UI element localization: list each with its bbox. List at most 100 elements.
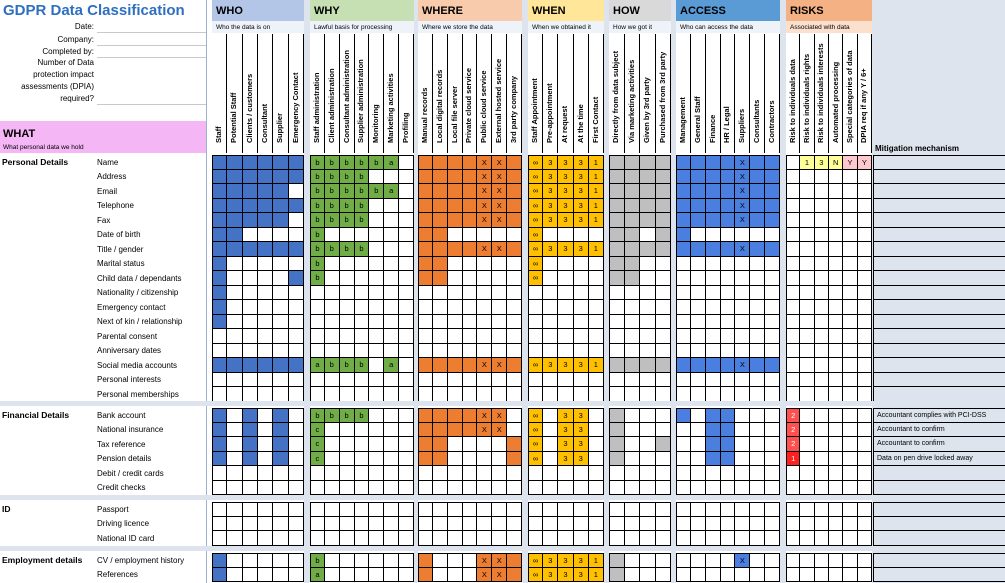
grid-cell[interactable] bbox=[354, 466, 370, 481]
grid-cell[interactable] bbox=[558, 256, 574, 271]
grid-cell[interactable] bbox=[528, 285, 544, 300]
grid-cell[interactable] bbox=[418, 408, 433, 423]
grid-cell[interactable] bbox=[432, 466, 448, 481]
grid-cell[interactable] bbox=[609, 372, 625, 387]
grid-cell[interactable] bbox=[324, 451, 340, 466]
grid-cell[interactable] bbox=[624, 285, 640, 300]
grid-cell[interactable] bbox=[857, 169, 872, 184]
grid-cell[interactable] bbox=[558, 314, 574, 329]
grid-cell[interactable]: X bbox=[477, 422, 493, 437]
grid-cell[interactable] bbox=[720, 242, 736, 257]
grid-cell[interactable] bbox=[690, 358, 706, 373]
grid-cell[interactable] bbox=[558, 271, 574, 286]
grid-cell[interactable] bbox=[507, 466, 522, 481]
grid-cell[interactable] bbox=[507, 329, 522, 344]
grid-cell[interactable] bbox=[655, 329, 671, 344]
grid-cell[interactable] bbox=[273, 343, 289, 358]
grid-cell[interactable] bbox=[624, 169, 640, 184]
grid-cell[interactable] bbox=[765, 553, 780, 568]
grid-cell[interactable] bbox=[857, 329, 872, 344]
grid-cell[interactable] bbox=[384, 466, 400, 481]
mitigation-cell[interactable] bbox=[873, 242, 1005, 257]
grid-cell[interactable] bbox=[447, 271, 463, 286]
grid-cell[interactable] bbox=[765, 408, 780, 423]
grid-cell[interactable] bbox=[800, 516, 815, 531]
grid-cell[interactable] bbox=[558, 387, 574, 402]
grid-cell[interactable] bbox=[750, 437, 766, 452]
grid-cell[interactable] bbox=[624, 213, 640, 228]
grid-cell[interactable] bbox=[339, 466, 355, 481]
grid-cell[interactable] bbox=[573, 466, 589, 481]
grid-cell[interactable]: c bbox=[310, 437, 325, 452]
grid-cell[interactable] bbox=[258, 329, 274, 344]
grid-cell[interactable] bbox=[462, 480, 478, 495]
grid-cell[interactable] bbox=[624, 329, 640, 344]
mitigation-cell[interactable] bbox=[873, 329, 1005, 344]
grid-cell[interactable]: 3 bbox=[558, 451, 574, 466]
grid-cell[interactable]: 3 bbox=[558, 155, 574, 170]
grid-cell[interactable] bbox=[492, 387, 508, 402]
grid-cell[interactable] bbox=[573, 314, 589, 329]
grid-cell[interactable] bbox=[288, 516, 304, 531]
grid-cell[interactable] bbox=[242, 408, 258, 423]
grid-cell[interactable] bbox=[690, 372, 706, 387]
grid-cell[interactable] bbox=[765, 387, 780, 402]
grid-cell[interactable] bbox=[543, 329, 559, 344]
grid-cell[interactable] bbox=[640, 437, 656, 452]
grid-cell[interactable] bbox=[354, 343, 370, 358]
grid-cell[interactable] bbox=[462, 531, 478, 546]
grid-cell[interactable]: 3 bbox=[558, 422, 574, 437]
grid-cell[interactable]: 3 bbox=[543, 213, 559, 228]
grid-cell[interactable] bbox=[676, 314, 691, 329]
grid-cell[interactable] bbox=[735, 372, 751, 387]
grid-cell[interactable] bbox=[310, 314, 325, 329]
grid-cell[interactable] bbox=[800, 256, 815, 271]
grid-cell[interactable]: b bbox=[324, 358, 340, 373]
grid-cell[interactable] bbox=[447, 451, 463, 466]
grid-cell[interactable] bbox=[258, 343, 274, 358]
grid-cell[interactable]: X bbox=[735, 198, 751, 213]
grid-cell[interactable] bbox=[212, 387, 228, 402]
grid-cell[interactable]: b bbox=[339, 198, 355, 213]
grid-cell[interactable] bbox=[242, 184, 258, 199]
grid-cell[interactable] bbox=[288, 437, 304, 452]
mitigation-cell[interactable] bbox=[873, 227, 1005, 242]
grid-cell[interactable] bbox=[690, 184, 706, 199]
grid-cell[interactable] bbox=[288, 480, 304, 495]
grid-cell[interactable] bbox=[800, 372, 815, 387]
grid-cell[interactable] bbox=[212, 437, 228, 452]
grid-cell[interactable]: b bbox=[369, 155, 385, 170]
grid-cell[interactable] bbox=[640, 567, 656, 582]
grid-cell[interactable] bbox=[447, 567, 463, 582]
grid-cell[interactable]: 3 bbox=[558, 169, 574, 184]
grid-cell[interactable] bbox=[765, 256, 780, 271]
grid-cell[interactable] bbox=[258, 314, 274, 329]
grid-cell[interactable] bbox=[829, 516, 844, 531]
grid-cell[interactable] bbox=[242, 285, 258, 300]
grid-cell[interactable] bbox=[288, 285, 304, 300]
grid-cell[interactable] bbox=[418, 516, 433, 531]
grid-cell[interactable] bbox=[640, 422, 656, 437]
grid-cell[interactable] bbox=[705, 480, 721, 495]
grid-cell[interactable] bbox=[492, 343, 508, 358]
grid-cell[interactable]: 1 bbox=[588, 198, 604, 213]
grid-cell[interactable] bbox=[447, 422, 463, 437]
grid-cell[interactable] bbox=[843, 502, 858, 517]
grid-cell[interactable] bbox=[273, 256, 289, 271]
grid-cell[interactable] bbox=[273, 213, 289, 228]
grid-cell[interactable] bbox=[720, 466, 736, 481]
grid-cell[interactable]: ∞ bbox=[528, 553, 544, 568]
grid-cell[interactable] bbox=[750, 184, 766, 199]
grid-cell[interactable]: 3 bbox=[573, 242, 589, 257]
grid-cell[interactable] bbox=[705, 422, 721, 437]
grid-cell[interactable] bbox=[354, 422, 370, 437]
grid-cell[interactable] bbox=[339, 256, 355, 271]
grid-cell[interactable] bbox=[288, 329, 304, 344]
grid-cell[interactable] bbox=[507, 502, 522, 517]
grid-cell[interactable] bbox=[609, 213, 625, 228]
mitigation-cell[interactable] bbox=[873, 271, 1005, 286]
grid-cell[interactable] bbox=[258, 531, 274, 546]
grid-cell[interactable] bbox=[462, 169, 478, 184]
grid-cell[interactable] bbox=[640, 155, 656, 170]
grid-cell[interactable] bbox=[432, 155, 448, 170]
